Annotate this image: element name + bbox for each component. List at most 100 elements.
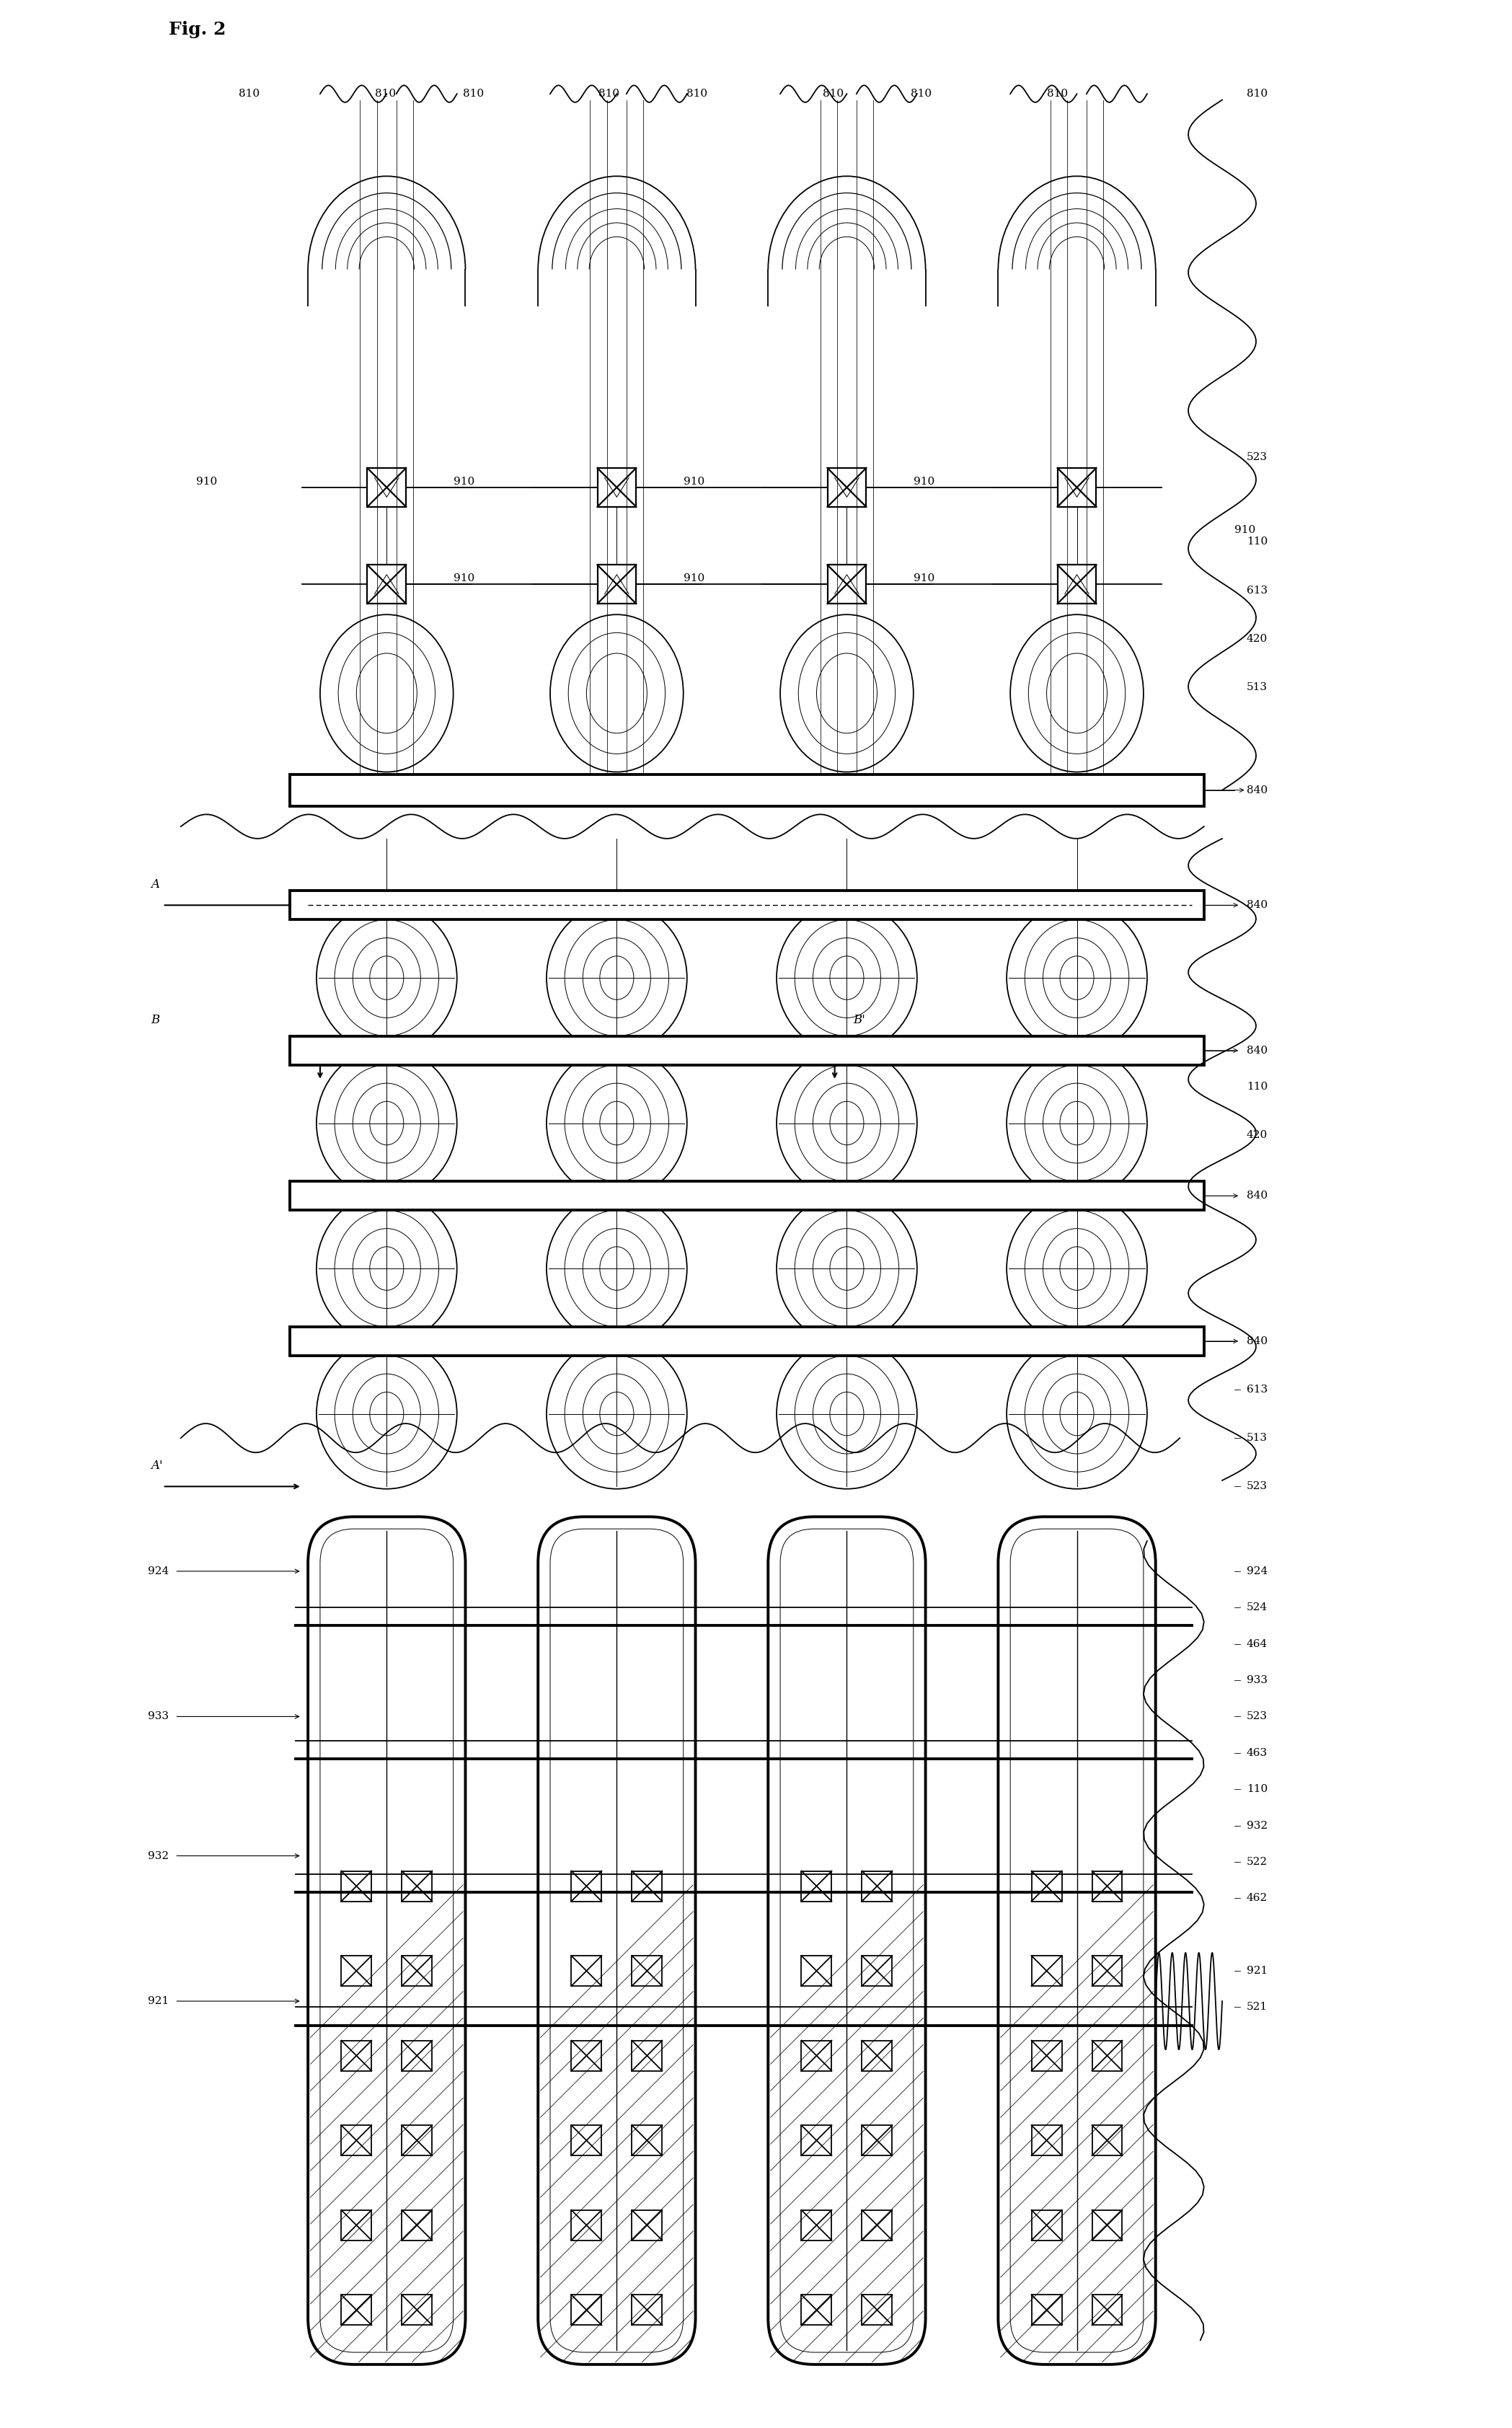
Text: 810: 810 (686, 90, 708, 100)
Bar (572, 1955, 602, 1986)
Text: A: A (151, 879, 159, 891)
Bar (572, 2040, 602, 2071)
Text: 810: 810 (239, 90, 260, 100)
Text: 810: 810 (599, 90, 620, 100)
Bar (827, 469, 866, 507)
Text: 921: 921 (148, 1996, 169, 2006)
Bar (1057, 566, 1096, 605)
Text: 933: 933 (148, 1712, 169, 1721)
Bar (862, 1955, 892, 1986)
Text: 513: 513 (1246, 1433, 1267, 1442)
Text: 924: 924 (148, 1566, 169, 1576)
Bar (402, 2124, 432, 2156)
Bar (632, 2294, 662, 2326)
Text: 463: 463 (1246, 1748, 1267, 1758)
Bar (402, 2040, 432, 2071)
Bar (801, 1955, 832, 1986)
Bar (827, 566, 866, 605)
Text: 523: 523 (1246, 1712, 1267, 1721)
Bar (801, 2040, 832, 2071)
Text: B: B (151, 1015, 159, 1027)
Text: 464: 464 (1246, 1639, 1267, 1649)
Bar (290, 1037, 1204, 1066)
Bar (862, 2294, 892, 2326)
Bar (572, 2209, 602, 2241)
Bar (862, 2209, 892, 2241)
Text: 810: 810 (1046, 90, 1067, 100)
Text: 910: 910 (454, 476, 475, 486)
Bar (290, 775, 1204, 806)
FancyBboxPatch shape (538, 1518, 696, 2365)
Bar (597, 469, 637, 507)
Text: 110: 110 (1246, 537, 1267, 546)
Bar (402, 2294, 432, 2326)
Text: 932: 932 (1246, 1821, 1267, 1831)
FancyBboxPatch shape (308, 1518, 466, 2365)
Text: 840: 840 (1246, 1335, 1267, 1345)
Text: 613: 613 (1246, 1384, 1267, 1394)
Text: 921: 921 (1246, 1967, 1267, 1976)
Bar (632, 2209, 662, 2241)
Bar (402, 1872, 432, 1901)
Bar (342, 1872, 372, 1901)
Bar (342, 2124, 372, 2156)
Bar (342, 2294, 372, 2326)
Bar (367, 566, 407, 605)
Bar (801, 2124, 832, 2156)
Bar (1031, 1872, 1061, 1901)
Bar (402, 2209, 432, 2241)
FancyBboxPatch shape (998, 1518, 1155, 2365)
Bar (801, 2209, 832, 2241)
FancyBboxPatch shape (768, 1518, 925, 2365)
Bar (290, 1326, 1204, 1355)
Text: 810: 810 (910, 90, 931, 100)
Bar (1092, 2040, 1122, 2071)
Text: Fig. 2: Fig. 2 (169, 22, 225, 39)
Text: 420: 420 (1246, 634, 1267, 643)
Text: 910: 910 (683, 573, 705, 583)
Bar (597, 566, 637, 605)
Text: 513: 513 (1246, 682, 1267, 692)
Text: 910: 910 (683, 476, 705, 486)
Bar (1031, 2209, 1061, 2241)
Bar (402, 1955, 432, 1986)
Bar (632, 2040, 662, 2071)
Bar (801, 2294, 832, 2326)
Bar (342, 1955, 372, 1986)
Text: 810: 810 (463, 90, 484, 100)
Text: 932: 932 (148, 1850, 169, 1860)
Bar (1031, 2124, 1061, 2156)
Text: 910: 910 (913, 573, 934, 583)
Text: 110: 110 (1246, 1785, 1267, 1794)
Text: A': A' (151, 1459, 163, 1471)
Bar (1092, 2209, 1122, 2241)
Bar (367, 469, 407, 507)
Text: 810: 810 (1246, 90, 1267, 100)
Text: 910: 910 (1234, 524, 1255, 534)
Bar (572, 2294, 602, 2326)
Bar (801, 1872, 832, 1901)
Text: 910: 910 (454, 573, 475, 583)
Text: 933: 933 (1246, 1675, 1267, 1685)
Bar (862, 2040, 892, 2071)
Text: 523: 523 (1246, 1481, 1267, 1491)
Text: 522: 522 (1246, 1857, 1267, 1867)
Text: B': B' (853, 1015, 865, 1027)
Bar (1031, 1955, 1061, 1986)
Bar (632, 1872, 662, 1901)
Bar (572, 2124, 602, 2156)
Bar (290, 891, 1204, 920)
Bar (1092, 1955, 1122, 1986)
Text: 840: 840 (1246, 901, 1267, 910)
Text: 840: 840 (1246, 1190, 1267, 1202)
Bar (1092, 1872, 1122, 1901)
Bar (1031, 2040, 1061, 2071)
Text: 840: 840 (1246, 784, 1267, 796)
Text: 910: 910 (197, 476, 218, 486)
Text: 810: 810 (823, 90, 844, 100)
Text: 523: 523 (1246, 452, 1267, 461)
Text: 910: 910 (913, 476, 934, 486)
Bar (342, 2209, 372, 2241)
Bar (290, 1182, 1204, 1212)
Bar (862, 2124, 892, 2156)
